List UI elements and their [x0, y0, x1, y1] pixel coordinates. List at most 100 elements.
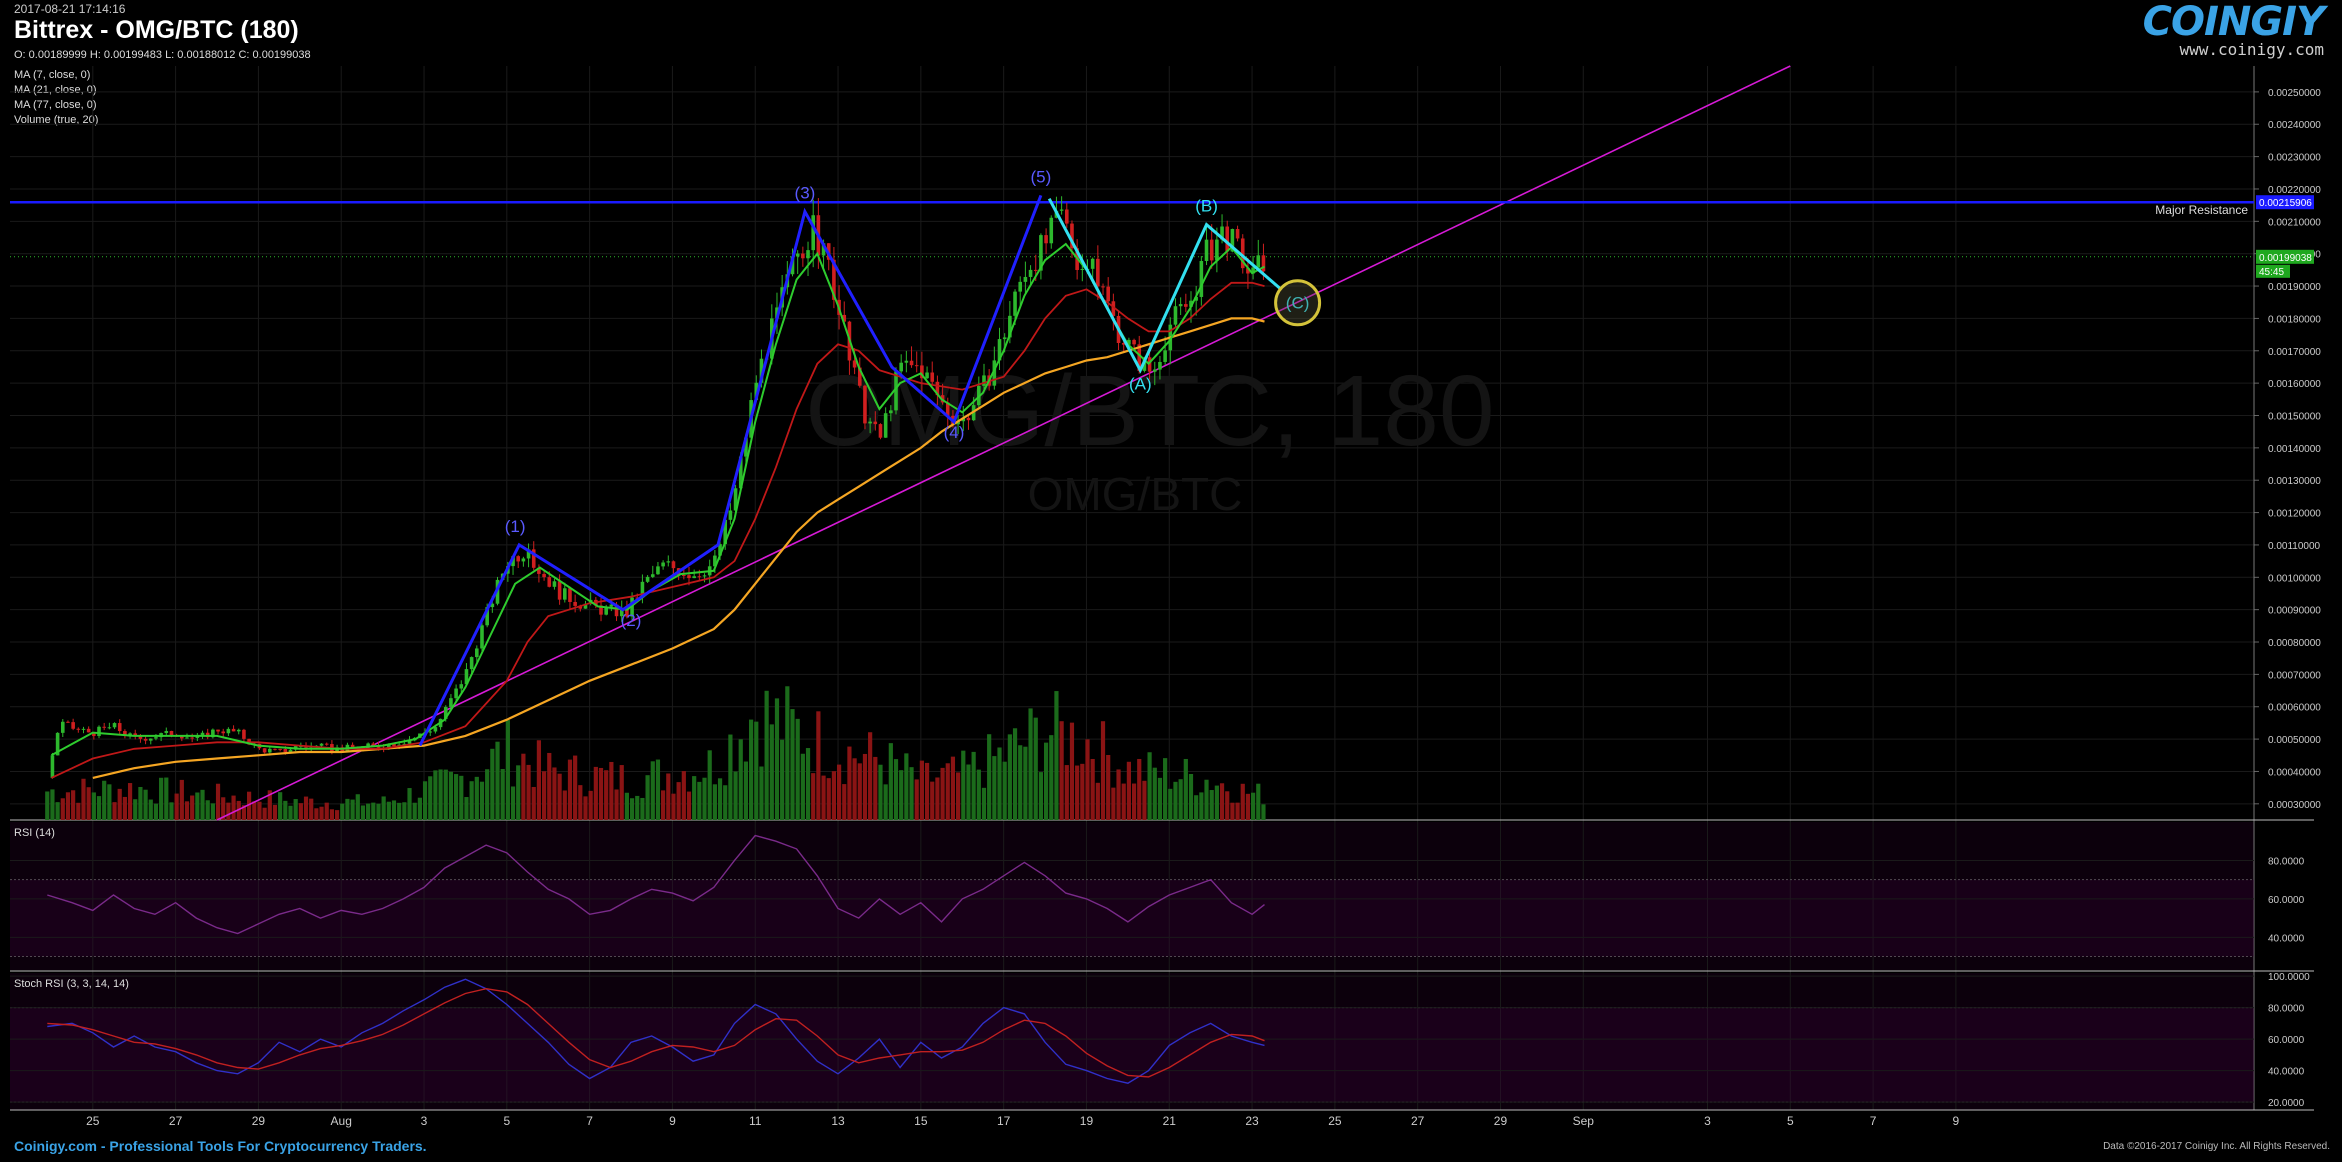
volume-bar	[179, 779, 184, 820]
volume-bar	[319, 806, 324, 820]
stoch-tick-label: 40.0000	[2268, 1067, 2305, 1078]
candle-body	[262, 748, 267, 753]
volume-bar	[50, 789, 55, 820]
candle-body	[573, 601, 577, 606]
volume-bar	[981, 787, 987, 820]
indicator-ma77[interactable]: MA (77, close, 0)	[14, 99, 97, 111]
candle-body	[55, 732, 60, 756]
candle-body	[521, 558, 526, 562]
volume-bar	[780, 739, 785, 820]
candle-body	[894, 371, 898, 411]
volume-bar	[407, 788, 412, 820]
candle-body	[1189, 300, 1193, 307]
volume-bar	[940, 767, 945, 820]
candle-body	[76, 728, 81, 730]
volume-bar	[298, 803, 303, 820]
y-tick-label: 0.00040000	[2268, 767, 2321, 778]
candle-body	[480, 625, 484, 649]
rsi-tick-label: 80.0000	[2268, 856, 2305, 867]
candle-body	[578, 605, 583, 609]
volume-bar	[619, 765, 624, 820]
x-tick-label: 25	[86, 1114, 100, 1128]
volume-bar	[857, 763, 862, 820]
volume-bar	[500, 768, 505, 820]
candle-body	[221, 731, 226, 734]
y-tick-label: 0.00170000	[2268, 347, 2321, 358]
candle-body	[138, 736, 143, 739]
volume-bar	[350, 799, 355, 820]
volume-bar	[205, 800, 210, 820]
indicator-ma21[interactable]: MA (21, close, 0)	[14, 84, 97, 96]
candle-body	[490, 603, 495, 608]
volume-bar	[366, 803, 371, 820]
candle-body	[945, 402, 950, 416]
volume-bar	[246, 791, 252, 820]
candle-body	[961, 417, 966, 422]
volume-bar	[1256, 783, 1261, 820]
volume-bar	[899, 770, 904, 820]
volume-bar	[712, 784, 717, 820]
volume-bar	[1178, 779, 1183, 820]
volume-bar	[267, 790, 272, 820]
volume-bar	[671, 793, 676, 820]
candle-body	[324, 743, 329, 745]
candle-body	[992, 360, 997, 386]
volume-bar	[588, 790, 593, 820]
indicator-volume[interactable]: Volume (true, 20)	[14, 114, 99, 126]
volume-bar	[676, 782, 681, 820]
volume-bar	[76, 802, 81, 820]
volume-bar	[386, 801, 391, 820]
volume-bar	[1095, 782, 1100, 820]
candle-body	[935, 381, 940, 396]
candle-body	[738, 456, 743, 489]
volume-bar	[433, 770, 438, 820]
watermark-pair: OMG/BTC	[1028, 468, 1243, 520]
rsi-tick-label: 40.0000	[2268, 933, 2305, 944]
volume-bar	[459, 775, 464, 820]
volume-bar	[1225, 791, 1230, 820]
x-tick-label: 13	[831, 1114, 845, 1128]
volume-bar	[836, 764, 842, 820]
volume-bar	[661, 790, 666, 820]
candle-body	[713, 555, 717, 567]
candle-body	[428, 731, 433, 733]
volume-bar	[666, 773, 671, 820]
volume-bar	[148, 799, 153, 820]
y-tick-label: 0.00240000	[2268, 120, 2321, 131]
volume-bar	[1219, 783, 1225, 820]
volume-bar	[1100, 721, 1106, 820]
candle-body	[754, 382, 759, 401]
x-tick-label: 5	[503, 1114, 510, 1128]
candle-body	[1111, 301, 1116, 316]
indicator-ma7[interactable]: MA (7, close, 0)	[14, 69, 91, 81]
volume-bar	[1028, 708, 1033, 820]
volume-bar	[1075, 765, 1080, 820]
volume-bar	[1080, 763, 1085, 820]
volume-bar	[283, 800, 288, 820]
coinigy-logo[interactable]: COINGIY www.coinigy.com	[2143, 0, 2325, 59]
volume-bar	[769, 724, 774, 820]
timestamp: 2017-08-21 17:14:16	[14, 2, 126, 16]
candle-body	[1220, 226, 1224, 240]
volume-bar	[293, 799, 298, 820]
volume-bar	[402, 802, 407, 820]
impulse-wave	[418, 194, 1043, 747]
candle-body	[1194, 296, 1198, 301]
x-tick-label: 29	[1494, 1114, 1508, 1128]
last-price-tag	[2256, 249, 2314, 264]
candle-body	[154, 737, 158, 739]
volume-bar	[454, 774, 459, 820]
footer-tagline[interactable]: Coinigy.com - Professional Tools For Cry…	[14, 1138, 427, 1154]
volume-bar	[888, 743, 893, 820]
candle-body	[516, 556, 521, 562]
candle-body	[997, 339, 1002, 361]
volume-bar	[883, 784, 888, 820]
volume-bar	[226, 802, 231, 820]
volume-bar	[334, 810, 340, 820]
volume-bar	[55, 802, 60, 820]
candle-body	[759, 358, 764, 383]
volume-bar	[748, 719, 754, 820]
volume-bar	[371, 802, 376, 820]
volume-bar	[303, 796, 309, 820]
